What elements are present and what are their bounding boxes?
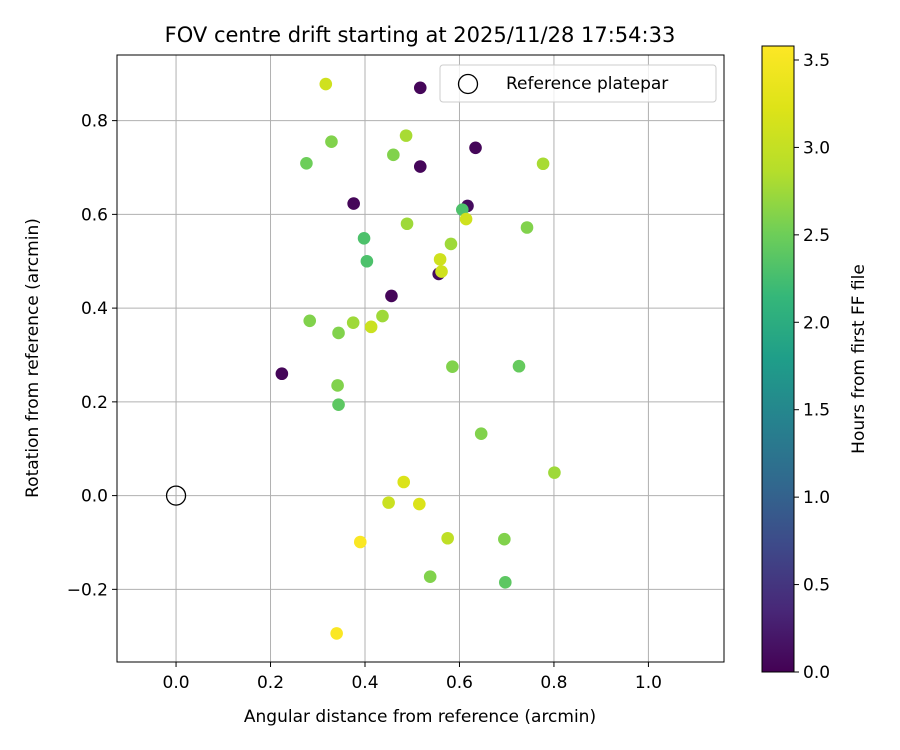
colorbar-ticks: 0.0 0.5 1.0 1.5 2.0 2.5 3.0 3.5 bbox=[794, 51, 830, 683]
x-tick-label: 0.8 bbox=[540, 673, 567, 693]
scatter-point bbox=[357, 231, 371, 245]
grid-lines bbox=[117, 55, 724, 662]
scatter-point bbox=[275, 367, 289, 381]
scatter-point bbox=[347, 197, 360, 210]
scatter-point bbox=[548, 466, 561, 479]
scatter-point bbox=[397, 475, 411, 489]
scatter-point bbox=[435, 265, 448, 278]
x-tick-label: 0.0 bbox=[163, 673, 190, 693]
reference-platepar-marker bbox=[165, 485, 187, 506]
legend-reference-label: Reference platepar bbox=[506, 74, 668, 94]
scatter-point bbox=[332, 398, 345, 411]
scatter-point bbox=[498, 532, 511, 546]
colorbar-tick-label: 0.5 bbox=[803, 576, 830, 596]
scatter-point bbox=[319, 77, 333, 91]
scatter-point bbox=[536, 157, 550, 171]
colorbar-tick-label: 1.5 bbox=[803, 401, 830, 421]
colorbar-tick-label: 0.0 bbox=[803, 663, 830, 683]
scatter-point bbox=[446, 360, 459, 374]
scatter-point bbox=[444, 237, 458, 251]
x-tick-label: 0.4 bbox=[351, 673, 378, 693]
colorbar-tick-label: 2.0 bbox=[803, 313, 830, 333]
scatter-point bbox=[413, 160, 427, 173]
x-tick-label: 1.0 bbox=[635, 673, 662, 693]
x-tick-label: 0.2 bbox=[257, 673, 284, 693]
scatter-point bbox=[512, 359, 526, 373]
y-tick-label: 0.8 bbox=[81, 112, 108, 132]
plot-frame bbox=[116, 54, 725, 663]
scatter-points bbox=[275, 77, 561, 640]
chart-title: FOV centre drift starting at 2025/11/28 … bbox=[165, 23, 676, 47]
scatter-point bbox=[330, 627, 343, 640]
y-tick-label: 0.4 bbox=[81, 299, 108, 319]
scatter-point bbox=[382, 496, 395, 509]
scatter-point bbox=[413, 497, 426, 511]
y-axis-title: Rotation from reference (arcmin) bbox=[23, 218, 43, 498]
scatter-point bbox=[303, 314, 317, 328]
scatter-point bbox=[387, 148, 400, 162]
y-tick-label: 0.6 bbox=[81, 205, 108, 225]
scatter-point bbox=[474, 427, 488, 441]
scatter-point bbox=[459, 212, 473, 226]
scatter-point bbox=[400, 217, 414, 231]
scatter-point bbox=[441, 531, 454, 545]
x-tick-label: 0.6 bbox=[446, 673, 473, 693]
scatter-point bbox=[364, 320, 378, 334]
scatter-point bbox=[520, 221, 534, 234]
scatter-point bbox=[346, 316, 360, 329]
colorbar-label: Hours from first FF file bbox=[849, 264, 869, 454]
scatter-point bbox=[360, 254, 374, 268]
colorbar-tick-label: 2.5 bbox=[803, 226, 830, 246]
x-axis-title: Angular distance from reference (arcmin) bbox=[244, 707, 596, 727]
y-axis-ticks: −0.2 0.0 0.2 0.4 0.6 0.8 bbox=[67, 112, 117, 600]
scatter-point bbox=[300, 156, 313, 170]
colorbar-tick-label: 3.0 bbox=[803, 138, 830, 158]
scatter-point bbox=[353, 535, 367, 549]
scatter-point bbox=[423, 570, 437, 583]
reference-marker-group bbox=[165, 485, 187, 506]
scatter-point bbox=[332, 326, 345, 340]
y-tick-label: −0.2 bbox=[67, 580, 108, 600]
scatter-point bbox=[469, 141, 482, 155]
legend: Reference platepar bbox=[439, 64, 717, 103]
scatter-point bbox=[433, 253, 447, 266]
x-axis-ticks: 0.0 0.2 0.4 0.6 0.8 1.0 bbox=[163, 662, 662, 693]
colorbar-gradient bbox=[761, 45, 795, 673]
scatter-point bbox=[385, 289, 398, 303]
scatter-point bbox=[331, 379, 344, 392]
scatter-point bbox=[376, 309, 389, 323]
y-tick-label: 0.0 bbox=[81, 487, 108, 507]
scatter-point bbox=[413, 81, 427, 95]
scatter-point bbox=[498, 576, 512, 589]
scatter-point bbox=[325, 135, 338, 149]
colorbar: 0.0 0.5 1.0 1.5 2.0 2.5 3.0 3.5 Hours from firs… bbox=[761, 45, 869, 683]
y-tick-label: 0.2 bbox=[81, 393, 108, 413]
colorbar-tick-label: 3.5 bbox=[803, 51, 830, 71]
scatter-point bbox=[399, 129, 413, 142]
legend-box bbox=[439, 64, 717, 103]
colorbar-tick-label: 1.0 bbox=[803, 488, 830, 508]
legend-reference-marker bbox=[457, 73, 479, 95]
